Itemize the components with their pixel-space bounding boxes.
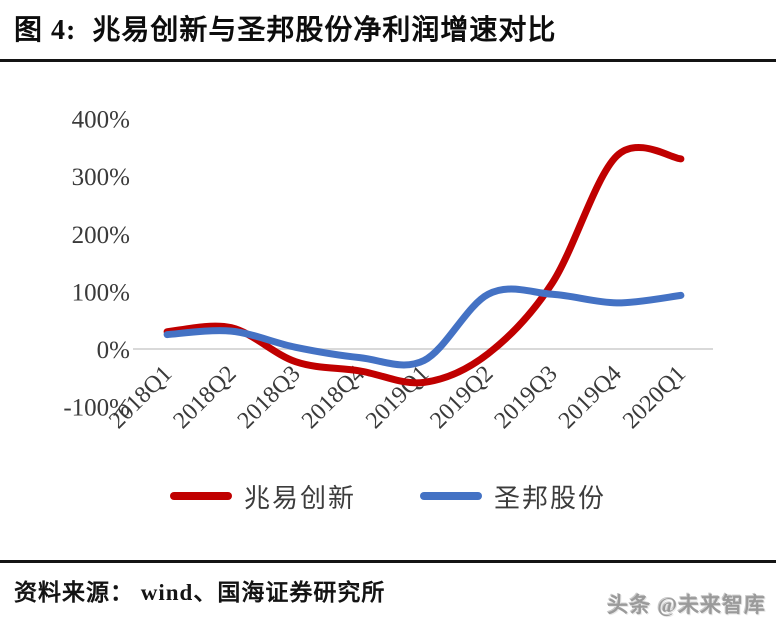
- x-axis-tick-label: 2019Q4: [554, 361, 627, 434]
- red-line-swatch-icon: [169, 492, 232, 500]
- x-axis-tick-label: 2020Q1: [618, 361, 691, 434]
- x-axis-tick-label: 2019Q3: [490, 361, 563, 434]
- y-axis-tick-label: 100%: [72, 279, 130, 306]
- legend-label: 兆易创新: [243, 483, 356, 513]
- y-axis-tick-label: -100%: [63, 395, 130, 422]
- title-divider: [0, 59, 776, 62]
- figure-header: 图 4: 兆易创新与圣邦股份净利润增速对比: [0, 0, 776, 62]
- y-axis-tick-label: 300%: [72, 164, 130, 191]
- x-axis-tick-label: 2018Q3: [233, 361, 306, 434]
- page-title: 图 4: 兆易创新与圣邦股份净利润增速对比: [14, 15, 557, 46]
- series-line-gigadevice: [163, 143, 685, 387]
- figure-footer: 资料来源： wind、国海证券研究所 头条 @未来智库: [0, 563, 776, 619]
- legend-item-sgmicro: 圣邦股份: [420, 478, 606, 515]
- y-axis-tick-label: 400%: [72, 107, 130, 134]
- legend-item-gigadevice: 兆易创新: [169, 478, 356, 515]
- chart-area: 400% 300% 200% 100% 0% -100% 2018Q1 2018Q2 2018Q…: [0, 62, 776, 462]
- legend-label: 圣邦股份: [494, 483, 607, 513]
- blue-line-swatch-icon: [420, 492, 482, 500]
- chart-svg: 400%300%200%100%0%-100%2018Q12018Q22018Q…: [63, 107, 713, 434]
- watermark-text: 头条 @未来智库: [607, 593, 766, 617]
- y-axis-tick-label: 0%: [97, 337, 130, 364]
- y-axis-tick-label: 200%: [72, 222, 130, 249]
- chart-legend: 兆易创新 圣邦股份: [0, 478, 776, 514]
- source-attribution: 资料来源： wind、国海证券研究所: [14, 580, 386, 605]
- x-axis-tick-label: 2018Q2: [169, 361, 242, 434]
- series-line-sgmicro: [163, 285, 685, 369]
- footer-divider: [0, 560, 776, 563]
